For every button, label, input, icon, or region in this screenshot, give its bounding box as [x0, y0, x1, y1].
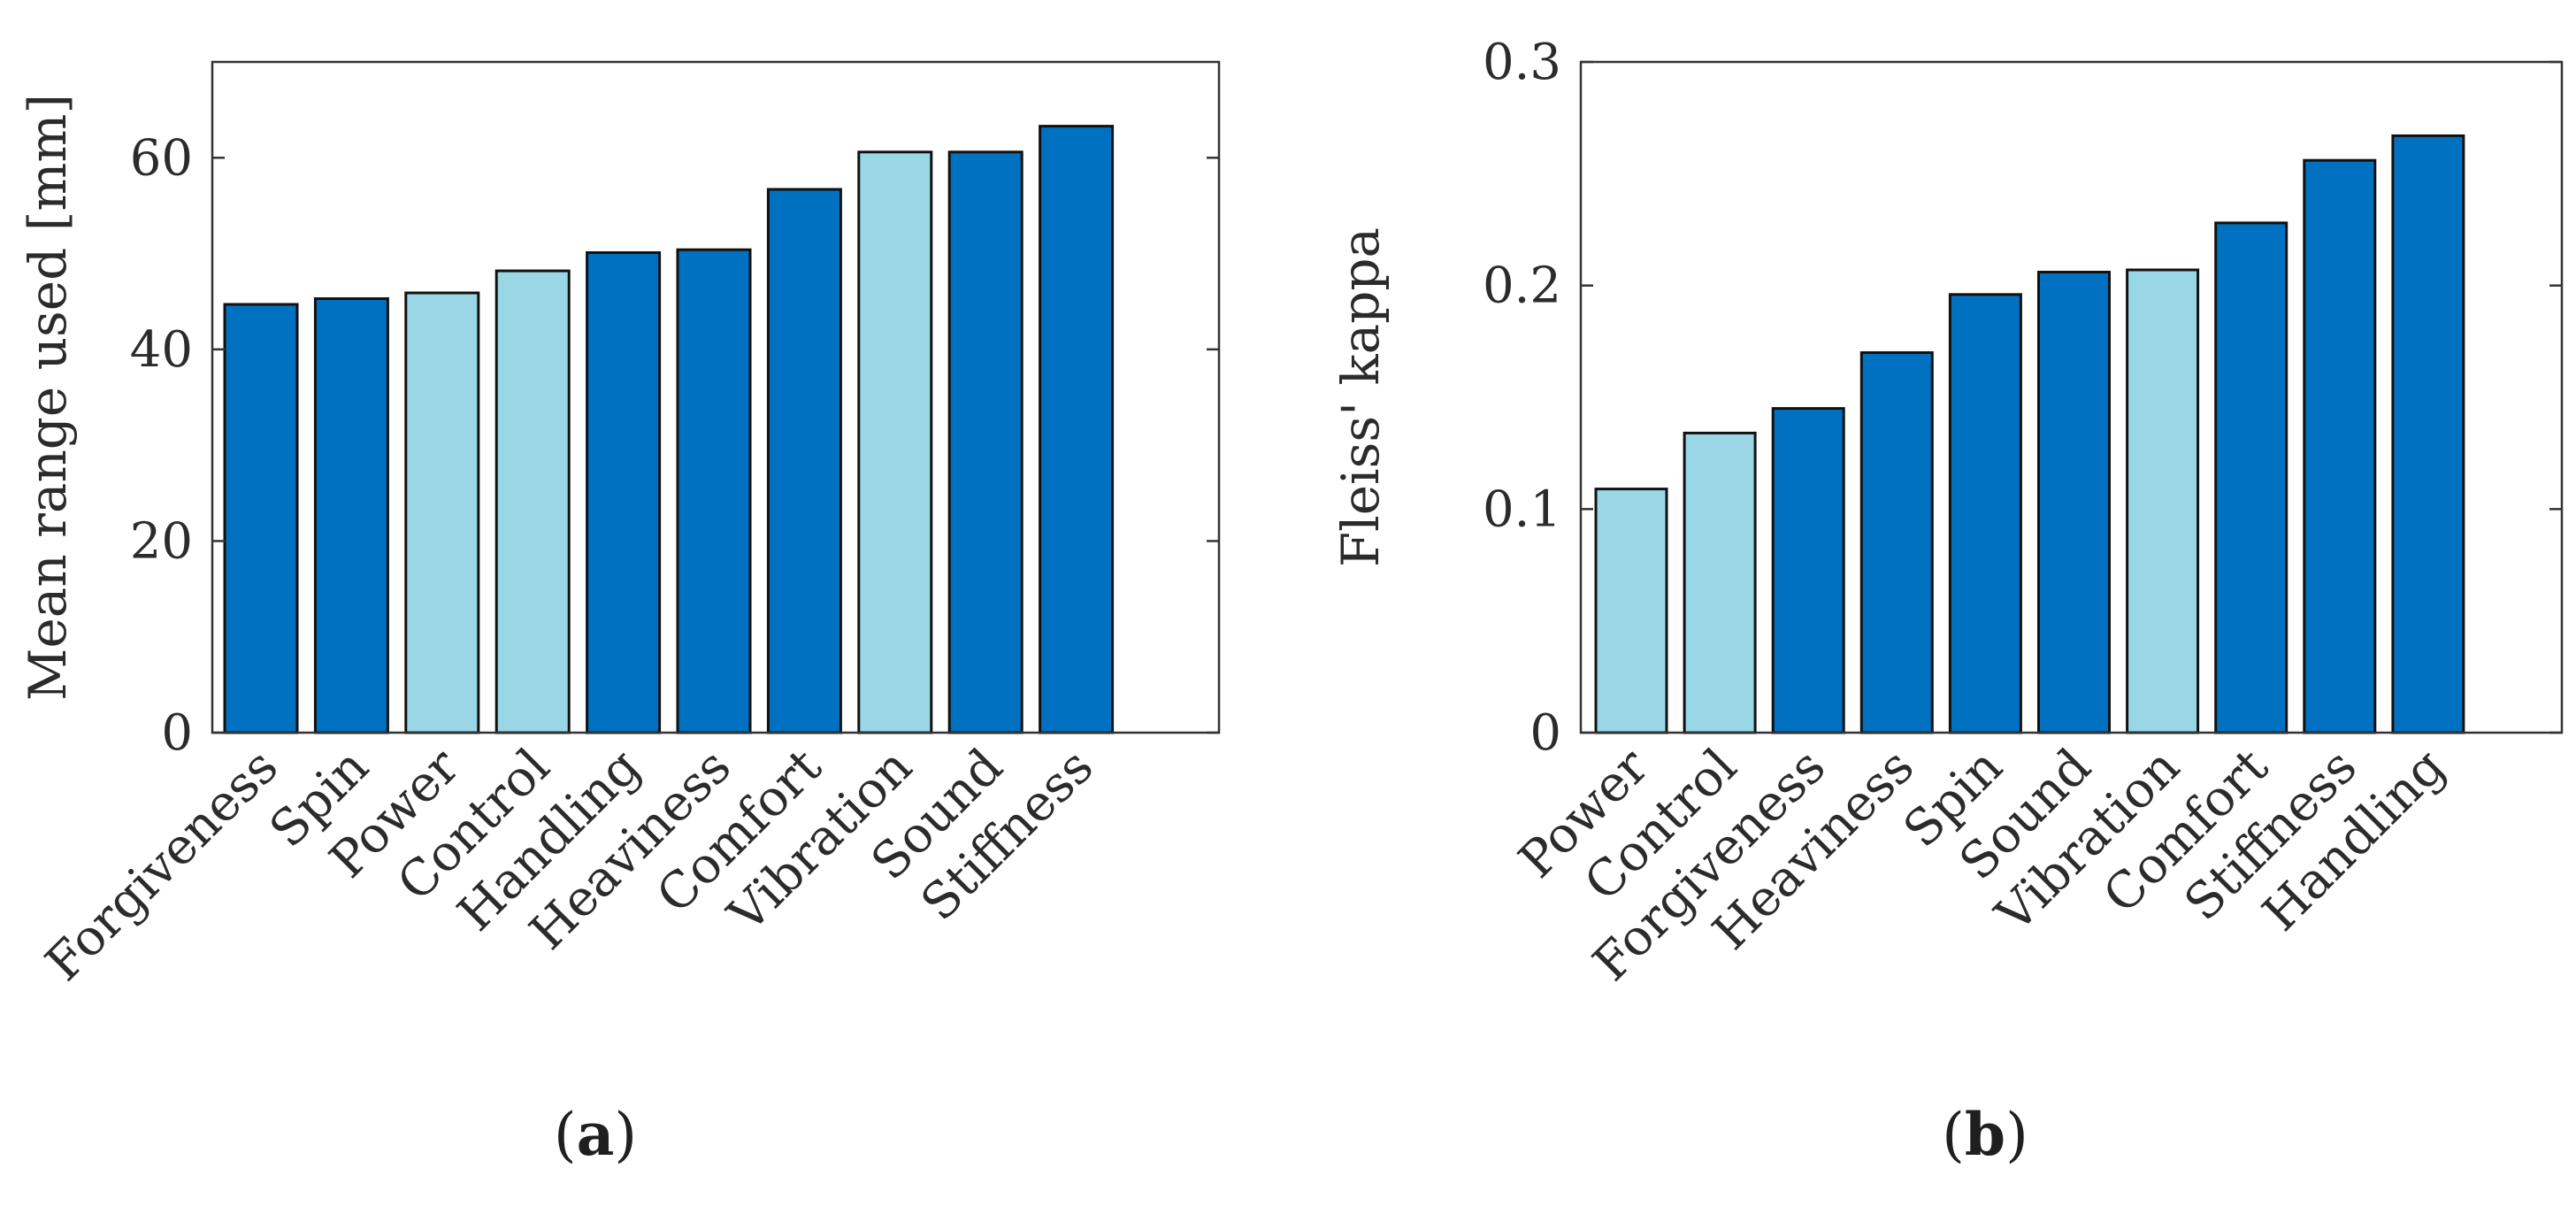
panel-label: (b)	[1942, 1100, 2028, 1169]
x-tick-label: Forgiveness	[34, 738, 288, 992]
y-tick-label: 60	[130, 129, 193, 187]
bar-handling	[2391, 134, 2465, 734]
bar-heaviness	[1859, 351, 1934, 734]
chart-panel-b: PowerControlForgivenessHeavinessSpinSoun…	[1330, 34, 2564, 1169]
panel-label-letter: a	[577, 1100, 615, 1169]
y-tick-label: 0	[161, 704, 193, 762]
bar-stiffness	[2303, 158, 2377, 734]
chart-panel-a: ForgivenessSpinPowerControlHandlingHeavi…	[18, 60, 1221, 1169]
panel-label-letter: b	[1965, 1100, 2005, 1169]
y-tick-label: 0.3	[1483, 34, 1561, 91]
y-axis-label: Mean range used [mm]	[18, 94, 78, 701]
bar-sound	[947, 150, 1024, 734]
bar-control	[494, 269, 571, 734]
bar-forgiveness	[223, 303, 299, 734]
bar-handling	[586, 251, 662, 734]
bar-comfort	[2214, 221, 2288, 734]
panel-label-open-paren: (	[554, 1101, 577, 1169]
y-tick-label: 0.1	[1483, 480, 1561, 538]
panel-label-open-paren: (	[1942, 1101, 1965, 1169]
y-tick-label: 20	[130, 512, 193, 570]
bar-comfort	[766, 188, 842, 734]
bar-vibration	[2126, 268, 2200, 734]
axes-frame	[211, 60, 1221, 734]
bar-control	[1683, 431, 1757, 734]
y-tick-label: 40	[130, 321, 193, 379]
bar-forgiveness	[1771, 407, 1845, 734]
panel-label-close-paren: )	[2005, 1101, 2028, 1169]
bar-stiffness	[1039, 125, 1115, 734]
bar-vibration	[857, 150, 933, 734]
bar-power	[1594, 488, 1668, 734]
bar-heaviness	[676, 248, 752, 734]
axes-frame	[1579, 60, 2564, 734]
panel-label: (a)	[554, 1100, 637, 1169]
bar-power	[404, 291, 480, 734]
bar-spin	[1948, 293, 2022, 734]
y-axis-label: Fleiss' kappa	[1330, 227, 1391, 567]
bar-spin	[313, 297, 389, 734]
bar-sound	[2037, 271, 2111, 734]
y-tick-label: 0.2	[1483, 257, 1561, 315]
panel-label-close-paren: )	[614, 1101, 637, 1169]
y-tick-label: 0	[1530, 704, 1561, 762]
